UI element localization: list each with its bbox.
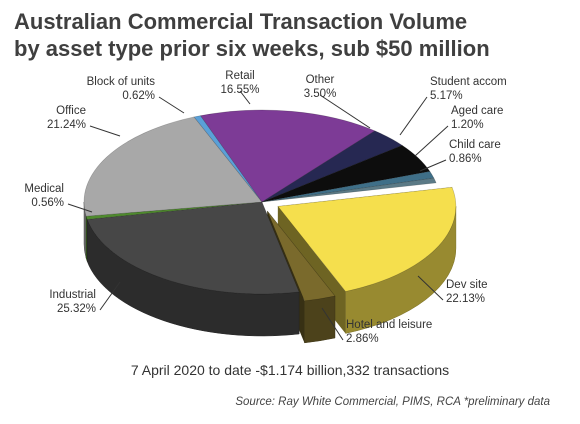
leader-line-other bbox=[319, 94, 371, 129]
pie-slice-other bbox=[261, 130, 403, 203]
slice-name-industrial: Industrial bbox=[49, 289, 96, 301]
chart-title: Australian Commercial Transaction Volume… bbox=[14, 8, 490, 62]
slice-name-aged-care: Aged care bbox=[451, 105, 503, 117]
pie-slice-office bbox=[83, 116, 263, 217]
leader-line-office bbox=[89, 125, 121, 137]
pie-slice-dev-site bbox=[277, 186, 457, 292]
pie-slice-retail bbox=[200, 109, 376, 203]
slice-value-dev-site: 22.13% bbox=[446, 293, 485, 305]
pie-slice-industrial bbox=[86, 201, 300, 295]
pie-slice-hotel-and-leisure bbox=[267, 210, 336, 302]
data-labels: Dev site 22.13% Hotel and leisure 2.86% Indu… bbox=[24, 70, 506, 345]
slice-name-retail: Retail bbox=[225, 70, 254, 82]
slice-name-block-of-units: Block of units bbox=[87, 76, 156, 88]
slice-value-retail: 16.55% bbox=[220, 84, 259, 96]
leader-line-aged-care bbox=[414, 125, 449, 157]
slice-name-child-care: Child care bbox=[449, 139, 501, 151]
leader-line-block-of-units bbox=[158, 96, 185, 114]
leader-line-medical bbox=[67, 203, 93, 213]
slice-wall-hotel-and-leisure bbox=[304, 295, 336, 344]
slice-name-hotel-and-leisure: Hotel and leisure bbox=[346, 319, 432, 331]
slice-value-office: 21.24% bbox=[47, 119, 86, 131]
pie-top bbox=[83, 109, 457, 302]
pie-slice-block-of-units bbox=[193, 115, 263, 203]
slice-name-other: Other bbox=[306, 74, 335, 86]
slice-value-aged-care: 1.20% bbox=[451, 119, 484, 131]
leader-line-retail bbox=[239, 90, 251, 105]
pie-slice-student-accom bbox=[261, 144, 431, 203]
chart-title-line-1: Australian Commercial Transaction Volume bbox=[14, 9, 468, 34]
slice-name-office: Office bbox=[56, 105, 86, 117]
leader-line-industrial bbox=[99, 281, 121, 311]
slice-value-hotel-and-leisure: 2.86% bbox=[346, 333, 379, 345]
slice-name-student-accom: Student accom bbox=[430, 76, 507, 88]
slice-value-child-care: 0.86% bbox=[449, 153, 482, 165]
pie-slice-aged-care bbox=[261, 171, 435, 203]
leader-line-hotel-and-leisure bbox=[321, 307, 344, 341]
leader-line-child-care bbox=[419, 159, 447, 172]
leader-line-dev-site bbox=[417, 275, 444, 301]
pie-slice-child-care bbox=[261, 177, 437, 203]
chart-source: Source: Ray White Commercial, PIMS, RCA … bbox=[235, 396, 550, 408]
slice-name-dev-site: Dev site bbox=[446, 279, 488, 291]
leader-line-student-accom bbox=[399, 96, 428, 136]
slice-value-other: 3.50% bbox=[304, 88, 337, 100]
pie-slice-medical bbox=[85, 201, 263, 220]
slice-name-medical: Medical bbox=[24, 183, 64, 195]
slice-value-student-accom: 5.17% bbox=[430, 90, 463, 102]
chart-title-line-2: by asset type prior six weeks, sub $50 m… bbox=[14, 36, 490, 61]
slice-value-industrial: 25.32% bbox=[57, 303, 96, 315]
slice-value-medical: 0.56% bbox=[31, 197, 64, 209]
chart-subtitle: 7 April 2020 to date -$1.174 billion,332… bbox=[130, 362, 450, 378]
slice-value-block-of-units: 0.62% bbox=[122, 90, 155, 102]
